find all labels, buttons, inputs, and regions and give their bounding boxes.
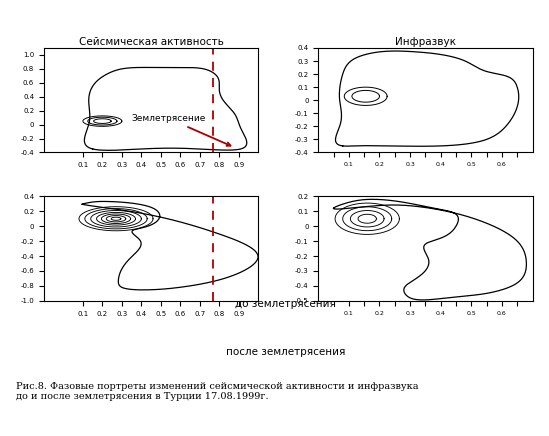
Title: Инфразвук: Инфразвук [395, 37, 456, 47]
Text: до землетрясения: до землетрясения [235, 300, 336, 310]
Text: Рис.8. Фазовые портреты изменений сейсмической активности и инфразвука
до и посл: Рис.8. Фазовые портреты изменений сейсми… [16, 382, 419, 401]
Title: Сейсмическая активность: Сейсмическая активность [79, 37, 223, 47]
Text: после землетрясения: после землетрясения [226, 347, 345, 358]
Text: Землетрясение: Землетрясение [132, 114, 231, 146]
